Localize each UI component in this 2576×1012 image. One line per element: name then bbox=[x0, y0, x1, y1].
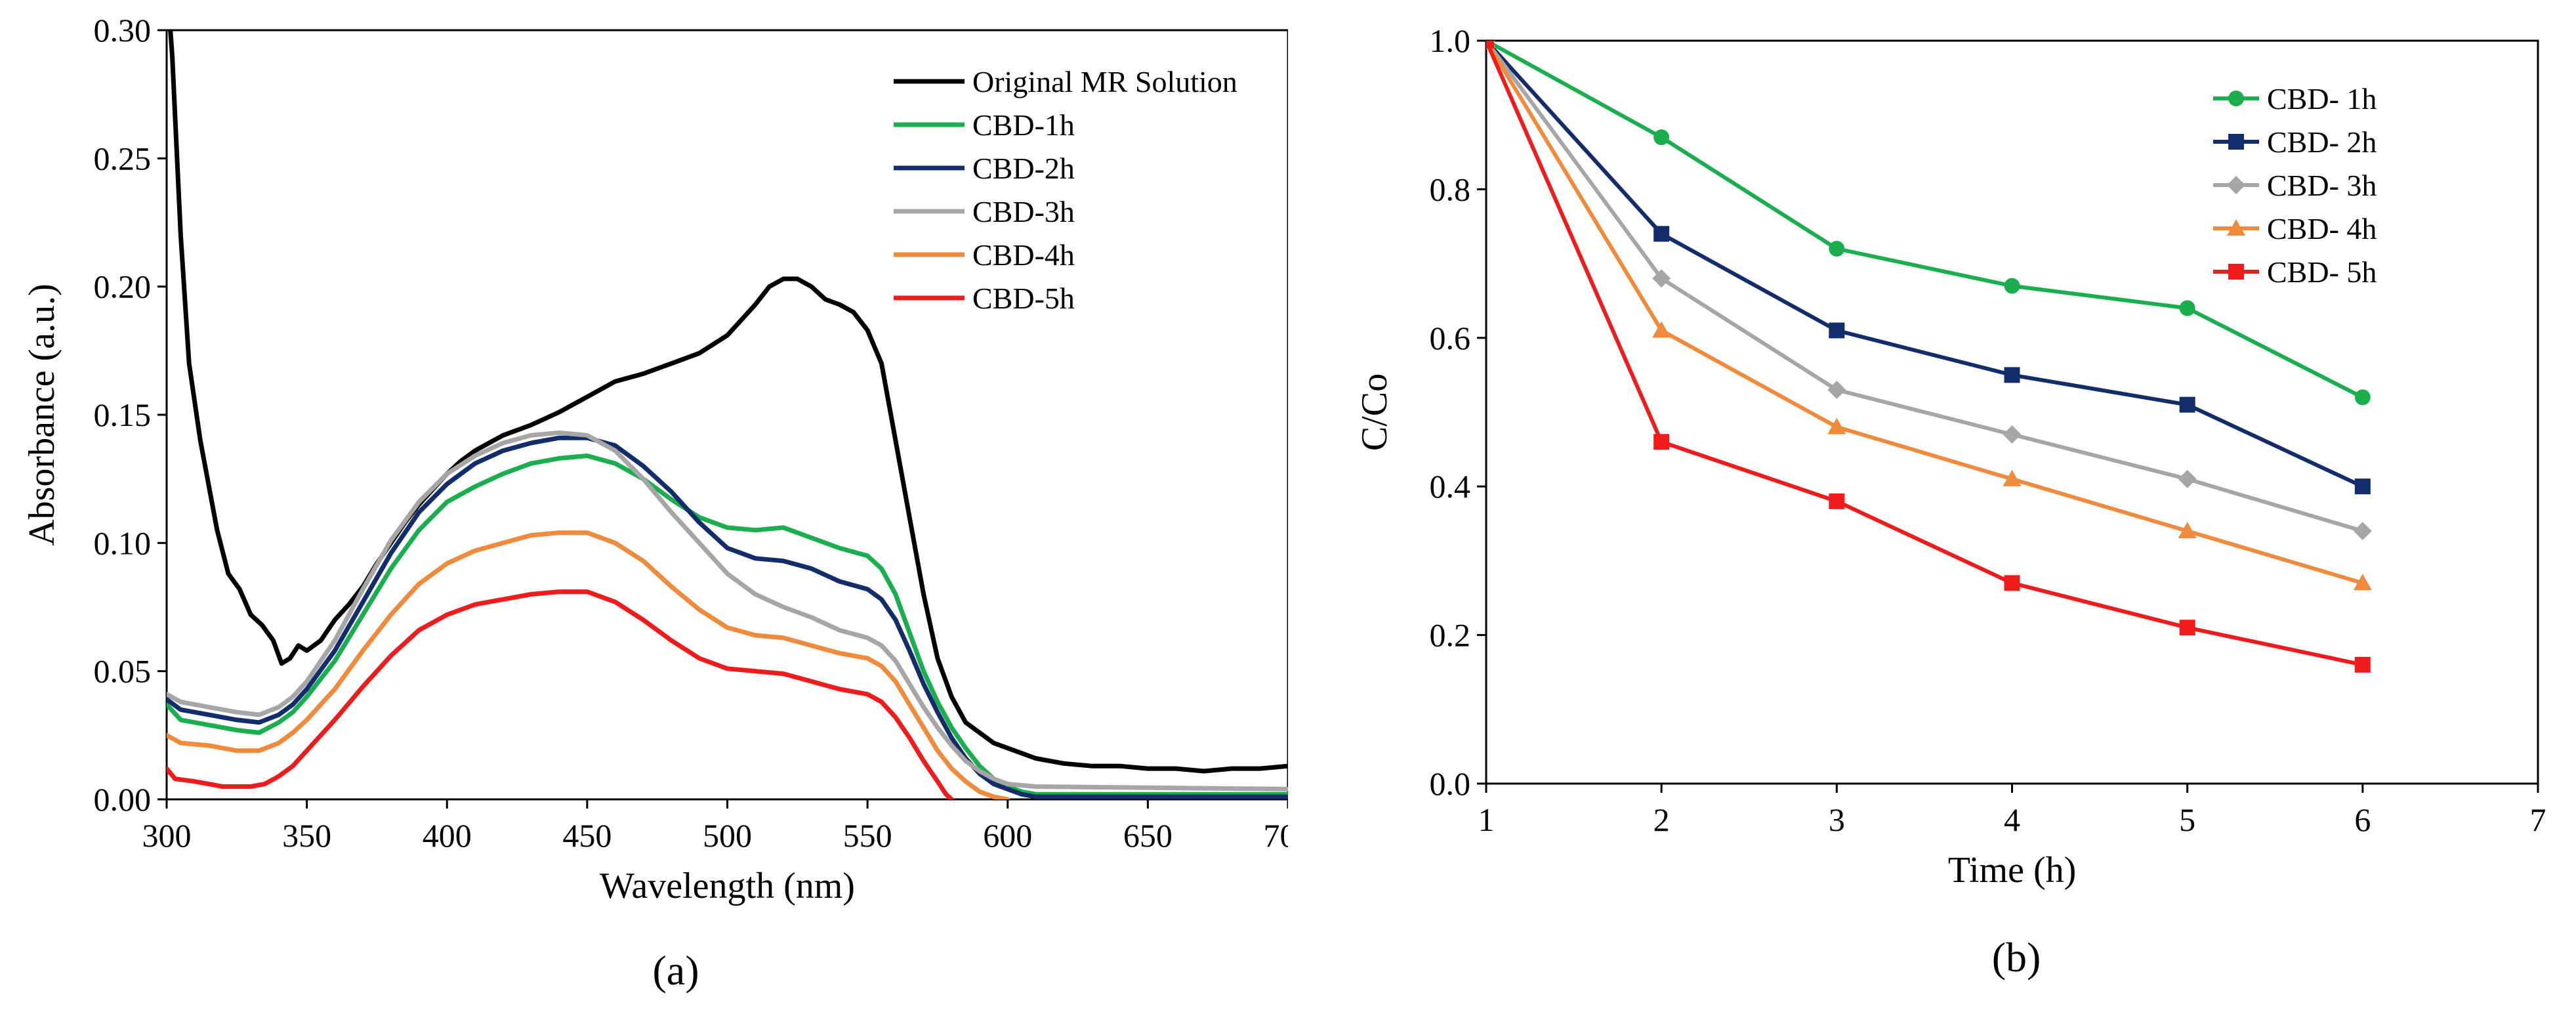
y-tick-label: 0.15 bbox=[94, 396, 152, 433]
series-line-cbd-5h bbox=[167, 589, 954, 799]
x-axis-title: Wavelength (nm) bbox=[600, 866, 855, 906]
legend-label: CBD- 5h bbox=[2267, 255, 2377, 289]
x-tick-label: 5 bbox=[2179, 801, 2195, 838]
data-point-marker bbox=[1653, 129, 1670, 146]
data-point-marker bbox=[2004, 278, 2020, 294]
legend-label: CBD-5h bbox=[972, 282, 1075, 315]
x-tick-label: 550 bbox=[843, 817, 892, 854]
series-group bbox=[1486, 41, 2372, 673]
series-line-original-mr-solution bbox=[168, 30, 1288, 774]
data-point-marker bbox=[1486, 41, 1494, 49]
y-tick-label: 0.25 bbox=[94, 140, 152, 177]
series-line-cbd-3h bbox=[167, 430, 1288, 791]
x-tick-label: 4 bbox=[2004, 801, 2020, 838]
y-tick-label: 0.10 bbox=[94, 524, 152, 561]
absorbance-spectrum-chart: 300 350 400 450 500 550 600 650 700 0.00 0.05 0.10 0… bbox=[22, 12, 1289, 994]
data-point-marker bbox=[1827, 381, 1846, 400]
data-point-marker bbox=[1652, 321, 1671, 338]
data-point-marker bbox=[2003, 425, 2022, 444]
x-tick-label: 350 bbox=[282, 817, 331, 854]
x-tick-label: 450 bbox=[562, 817, 612, 854]
legend-label: CBD- 4h bbox=[2267, 212, 2377, 245]
data-point-marker bbox=[1653, 434, 1670, 450]
y-tick-label: 0.8 bbox=[1430, 171, 1471, 207]
plot-frame bbox=[1485, 39, 2539, 785]
x-tick-label: 700 bbox=[1264, 817, 1289, 854]
series-line-cbd-4h bbox=[1486, 41, 2365, 585]
legend-label: CBD- 2h bbox=[2267, 125, 2377, 159]
panel-label: (a) bbox=[652, 947, 699, 994]
legend-label: CBD- 3h bbox=[2267, 169, 2377, 202]
y-tick-label: 0.00 bbox=[94, 781, 152, 818]
x-tick-label: 400 bbox=[423, 817, 472, 854]
data-point-marker bbox=[2179, 300, 2195, 316]
x-tick-label: 1 bbox=[1478, 801, 1495, 838]
x-axis-title: Time (h) bbox=[1948, 850, 2077, 891]
data-point-marker bbox=[1829, 493, 1845, 509]
legend-label: CBD-3h bbox=[972, 195, 1075, 228]
data-point-marker bbox=[1829, 322, 1845, 339]
y-axis-title: C/Co bbox=[1354, 373, 1395, 451]
x-tick-label: 300 bbox=[142, 817, 192, 854]
legend-marker bbox=[2227, 176, 2245, 194]
x-tick-label: 600 bbox=[983, 817, 1032, 854]
series-line-cbd-3h bbox=[1486, 41, 2365, 534]
legend-marker bbox=[2228, 91, 2244, 106]
y-tick-label: 0.20 bbox=[94, 268, 152, 305]
legend-marker bbox=[2228, 264, 2244, 280]
y-axis-title: Absorbance (a.u.) bbox=[22, 284, 62, 546]
data-point-marker bbox=[2354, 389, 2371, 406]
legend-label: CBD-2h bbox=[972, 152, 1075, 185]
legend-label: CBD-4h bbox=[972, 238, 1075, 272]
y-tick-label: 0.05 bbox=[94, 653, 152, 690]
y-tick-label: 0.6 bbox=[1430, 320, 1471, 356]
x-tick-label: 6 bbox=[2354, 801, 2371, 838]
data-point-marker bbox=[2353, 522, 2372, 541]
x-tick-label: 500 bbox=[703, 817, 752, 854]
data-point-marker bbox=[2179, 620, 2195, 636]
y-tick-label: 0.0 bbox=[1430, 765, 1471, 802]
data-point-marker bbox=[2179, 396, 2195, 413]
data-point-marker bbox=[2003, 469, 2022, 486]
degradation-kinetics-chart: 1 2 3 4 5 6 7 0.0 0.2 0.4 0.6 0.8 1.0 Time (h) C/Co (b)… bbox=[1354, 22, 2546, 980]
legend-marker bbox=[2228, 134, 2244, 150]
x-tick-label: 2 bbox=[1653, 801, 1670, 838]
panel-label: (b) bbox=[1992, 934, 2041, 980]
legend-label: CBD-1h bbox=[972, 108, 1075, 142]
x-tick-label: 650 bbox=[1123, 817, 1173, 854]
data-point-marker bbox=[1829, 240, 1845, 257]
data-point-marker bbox=[2353, 574, 2372, 591]
legend: CBD- 1h CBD- 2h CBD- 3h CBD- 4h CBD- 5h bbox=[2213, 82, 2377, 289]
series-line-cbd-1h bbox=[1486, 41, 2365, 400]
x-tick-label: 7 bbox=[2530, 801, 2546, 838]
series-group bbox=[167, 30, 1288, 799]
series-line-cbd-1h bbox=[167, 453, 1288, 797]
series-line-cbd-4h bbox=[167, 530, 1010, 799]
y-tick-label: 0.4 bbox=[1430, 468, 1471, 505]
legend-label: CBD- 1h bbox=[2267, 82, 2377, 116]
y-tick-label: 0.30 bbox=[94, 12, 152, 49]
data-point-marker bbox=[2178, 469, 2197, 488]
data-point-marker bbox=[1652, 269, 1671, 288]
x-tick-label: 3 bbox=[1829, 801, 1845, 838]
legend: Original MR Solution CBD-1h CBD-2h CBD-3h CB… bbox=[894, 65, 1237, 315]
legend-marker bbox=[2227, 219, 2245, 236]
data-point-marker bbox=[2354, 478, 2371, 495]
series-line-cbd-2h bbox=[1486, 41, 2365, 489]
legend-label: Original MR Solution bbox=[972, 65, 1237, 98]
data-point-marker bbox=[2178, 522, 2197, 539]
data-point-marker bbox=[2004, 575, 2020, 591]
y-tick-label: 0.2 bbox=[1430, 617, 1471, 654]
data-point-marker bbox=[2004, 367, 2020, 383]
data-point-marker bbox=[1827, 417, 1846, 434]
series-line-cbd-2h bbox=[167, 435, 1288, 799]
y-tick-label: 1.0 bbox=[1430, 22, 1471, 59]
series-line-cbd-5h bbox=[1486, 41, 2365, 667]
data-point-marker bbox=[1653, 226, 1670, 242]
data-point-marker bbox=[2354, 656, 2371, 673]
